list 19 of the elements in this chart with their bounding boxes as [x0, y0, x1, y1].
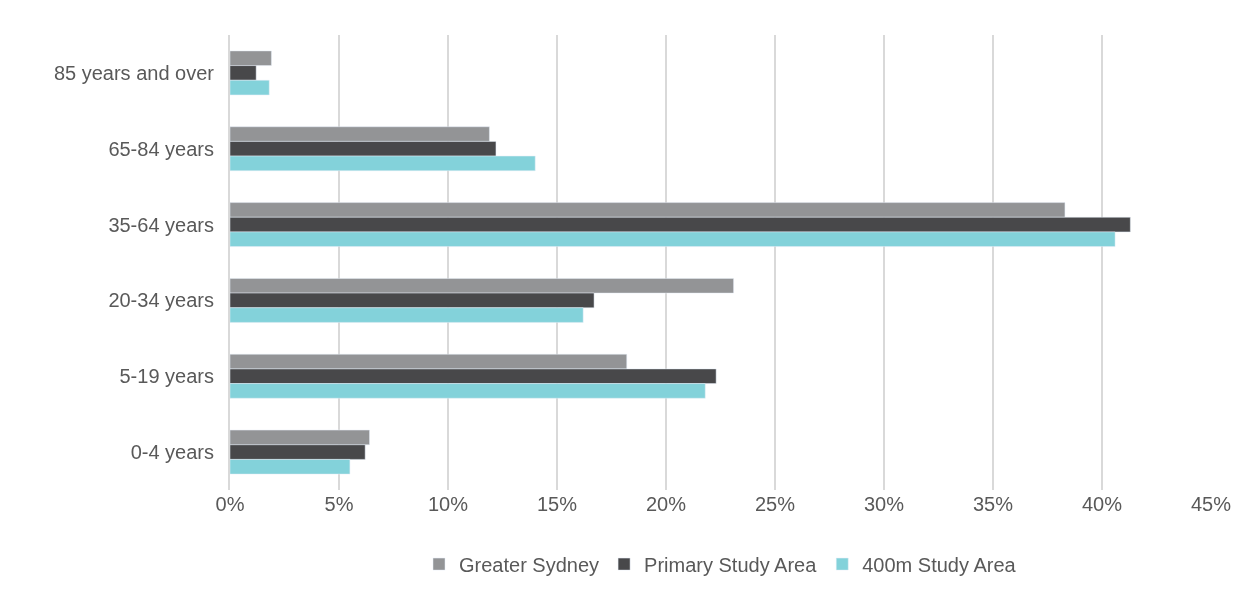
legend-label: 400m Study Area — [862, 553, 1017, 576]
x-tick-label: 35% — [972, 493, 1014, 515]
legend-label: Greater Sydney — [459, 553, 600, 576]
x-tick-label: 40% — [1081, 493, 1123, 515]
y-tick-label: 85 years and over — [53, 61, 215, 84]
y-tick-label: 20-34 years — [108, 289, 214, 312]
x-tick-label: 20% — [645, 493, 687, 515]
legend-label: Primary Study Area — [644, 553, 818, 576]
y-tick-label: 0-4 years — [130, 441, 214, 464]
x-tick-label: 0% — [215, 493, 245, 515]
y-tick-label: 5-19 years — [119, 365, 214, 388]
x-tick-label: 45% — [1190, 493, 1232, 515]
y-tick-label: 65-84 years — [108, 137, 214, 160]
x-tick-label: 10% — [427, 493, 469, 515]
x-tick-label: 15% — [536, 493, 578, 515]
x-tick-label: 5% — [324, 493, 354, 515]
x-tick-label: 25% — [754, 493, 796, 515]
y-tick-label: 35-64 years — [108, 213, 214, 236]
x-tick-label: 30% — [863, 493, 905, 515]
